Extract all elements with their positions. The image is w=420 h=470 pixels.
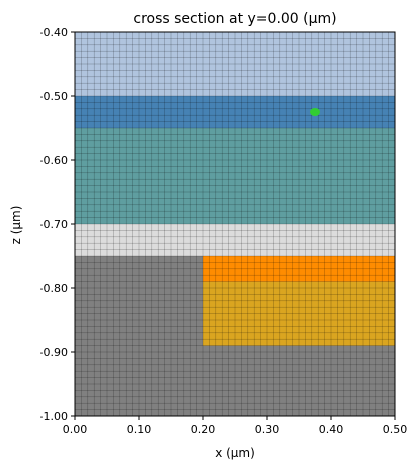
plot-area — [74, 31, 396, 417]
region-gold-block — [203, 281, 395, 346]
y-tick-label: -0.70 — [40, 218, 68, 231]
y-tick-label: -0.80 — [40, 282, 68, 295]
y-tick-label: -0.40 — [40, 26, 68, 39]
x-axis-label: x (μm) — [215, 446, 255, 460]
x-tick-label: 0.30 — [255, 423, 280, 436]
region-teal-layer — [75, 128, 395, 224]
region-light-gray-layer — [75, 224, 395, 256]
chart-title: cross section at y=0.00 (μm) — [133, 11, 336, 27]
region-blue-layer — [75, 96, 395, 128]
mesh-lines — [75, 32, 395, 416]
markers — [310, 108, 320, 116]
x-tick-label: 0.10 — [127, 423, 152, 436]
mesh-grid — [75, 32, 395, 416]
region-top-layer — [75, 32, 395, 96]
region-orange-block — [203, 256, 395, 282]
y-tick-label: -0.50 — [40, 90, 68, 103]
material-regions — [75, 32, 395, 416]
x-axis: 0.00 0.10 0.20 0.30 0.40 0.50 — [63, 416, 408, 436]
y-axis: -0.40 -0.50 -0.60 -0.70 -0.80 -0.90 -1.00 — [40, 26, 75, 423]
source-point — [310, 108, 320, 116]
x-tick-label: 0.00 — [63, 423, 88, 436]
x-tick-label: 0.40 — [319, 423, 344, 436]
y-tick-label: -0.90 — [40, 346, 68, 359]
x-tick-label: 0.20 — [191, 423, 216, 436]
y-tick-label: -0.60 — [40, 154, 68, 167]
y-tick-label: -1.00 — [40, 410, 68, 423]
x-tick-label: 0.50 — [383, 423, 408, 436]
y-axis-label: z (μm) — [9, 206, 23, 245]
